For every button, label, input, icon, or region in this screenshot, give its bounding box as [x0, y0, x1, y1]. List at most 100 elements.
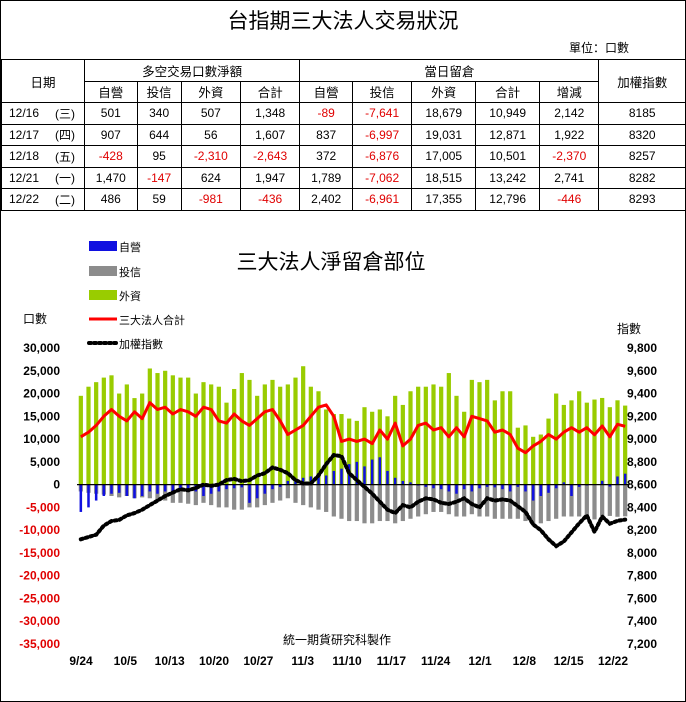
bar-dealer — [608, 484, 612, 487]
x-tick-label: 12/1 — [468, 654, 492, 668]
y2-tick-label: 8,400 — [627, 500, 657, 514]
sub-header-sub1-2: 外資 — [180, 80, 242, 103]
bar-dealer — [485, 484, 489, 487]
sub-header-sub2-1: 投信 — [351, 80, 413, 103]
bar-trust — [623, 484, 628, 517]
bar-foreign — [362, 407, 367, 485]
bar-dealer — [332, 470, 336, 485]
legend-swatch-dealer — [89, 241, 117, 251]
bar-foreign — [201, 382, 206, 485]
bar-dealer — [79, 484, 83, 512]
bar-foreign — [584, 402, 589, 485]
bar-foreign — [354, 420, 359, 485]
bar-trust — [607, 484, 612, 516]
table-cell: 12,871 — [475, 123, 541, 146]
bar-foreign — [155, 373, 160, 485]
bar-trust — [393, 484, 398, 524]
bar-trust — [239, 484, 244, 510]
bar-dealer — [179, 484, 182, 491]
row-weekday: (一) — [46, 166, 85, 189]
bar-foreign — [454, 395, 459, 485]
bar-trust — [477, 484, 482, 517]
bar-dealer — [516, 484, 520, 487]
bar-foreign — [370, 411, 375, 485]
y2-tick-label: 9,200 — [627, 409, 657, 423]
bar-trust — [400, 484, 405, 522]
table-cell: 486 — [84, 188, 138, 211]
table-cell: -6,997 — [351, 123, 413, 146]
bar-trust — [439, 484, 444, 512]
bar-trust — [584, 484, 589, 517]
bar-trust — [186, 484, 191, 504]
bar-trust — [347, 484, 352, 522]
bar-trust — [209, 484, 214, 506]
bar-dealer — [600, 480, 604, 485]
table-cell: 18,515 — [411, 166, 477, 189]
table-cell: -2,643 — [240, 145, 301, 168]
bar-dealer — [401, 480, 405, 485]
bar-dealer — [501, 484, 504, 490]
table-cell: 372 — [299, 145, 353, 168]
row-date: 12/22 — [1, 188, 46, 211]
bar-foreign — [270, 379, 275, 485]
bar-dealer — [248, 484, 251, 503]
bar-foreign — [170, 375, 175, 485]
table-cell: 624 — [180, 166, 242, 189]
bar-trust — [301, 484, 306, 506]
bar-dealer — [363, 466, 366, 485]
table-cell: 1,348 — [240, 102, 301, 125]
bar-dealer — [202, 484, 205, 496]
bar-trust — [339, 484, 344, 519]
table-cell: 907 — [84, 123, 138, 146]
bar-foreign — [147, 368, 152, 485]
bar-foreign — [132, 398, 137, 485]
bar-trust — [216, 484, 221, 508]
table-cell: -7,062 — [351, 166, 413, 189]
bar-foreign — [140, 393, 145, 485]
bar-dealer — [439, 484, 443, 490]
line-total — [80, 401, 626, 455]
table-cell: 1,607 — [240, 123, 301, 146]
x-tick-label: 10/5 — [114, 654, 138, 668]
bar-dealer — [309, 476, 313, 485]
bar-foreign — [109, 375, 114, 485]
y2-tick-label: 8,200 — [627, 523, 657, 537]
table-cell: -7,641 — [351, 102, 413, 125]
bar-trust — [523, 484, 528, 522]
table-cell: 2,402 — [299, 188, 353, 211]
row-weekday: (三) — [46, 102, 85, 125]
bar-foreign — [416, 386, 421, 485]
bar-dealer — [148, 484, 152, 492]
group1-header: 多空交易口數淨額 — [83, 59, 301, 82]
y2-tick-label: 8,800 — [627, 455, 657, 469]
row-date: 12/16 — [1, 102, 46, 125]
bar-dealer — [186, 484, 190, 490]
bar-dealer — [232, 484, 236, 489]
bar-dealer — [301, 477, 305, 485]
bar-dealer — [470, 484, 474, 492]
bar-trust — [232, 484, 237, 510]
bar-dealer — [462, 484, 466, 490]
y-tick-label: 20,000 — [23, 387, 60, 401]
bar-foreign — [124, 384, 129, 485]
y-tick-label: 0 — [53, 478, 60, 492]
bar-dealer — [110, 484, 113, 494]
bar-foreign — [101, 377, 106, 485]
table-cell: -89 — [299, 102, 353, 125]
bar-trust — [324, 484, 329, 512]
bar-trust — [615, 484, 620, 517]
bar-foreign — [232, 388, 237, 485]
bar-foreign — [163, 370, 168, 485]
y-tick-label: -20,000 — [19, 569, 60, 583]
table-cell: 1,470 — [84, 166, 138, 189]
x-tick-label: 10/20 — [199, 654, 229, 668]
index-header: 加權指數 — [598, 59, 686, 103]
table-row: 12/22 (二) 486 59 -981 -436 2,402 -6,961 17,355 12… — [1, 188, 686, 211]
bar-foreign — [247, 379, 252, 485]
x-tick-label: 11/10 — [332, 654, 362, 668]
legend-label: 外資 — [119, 290, 141, 303]
bar-trust — [446, 484, 451, 515]
table-cell: 340 — [136, 102, 182, 125]
bar-foreign — [278, 386, 283, 485]
bar-trust — [546, 484, 551, 522]
